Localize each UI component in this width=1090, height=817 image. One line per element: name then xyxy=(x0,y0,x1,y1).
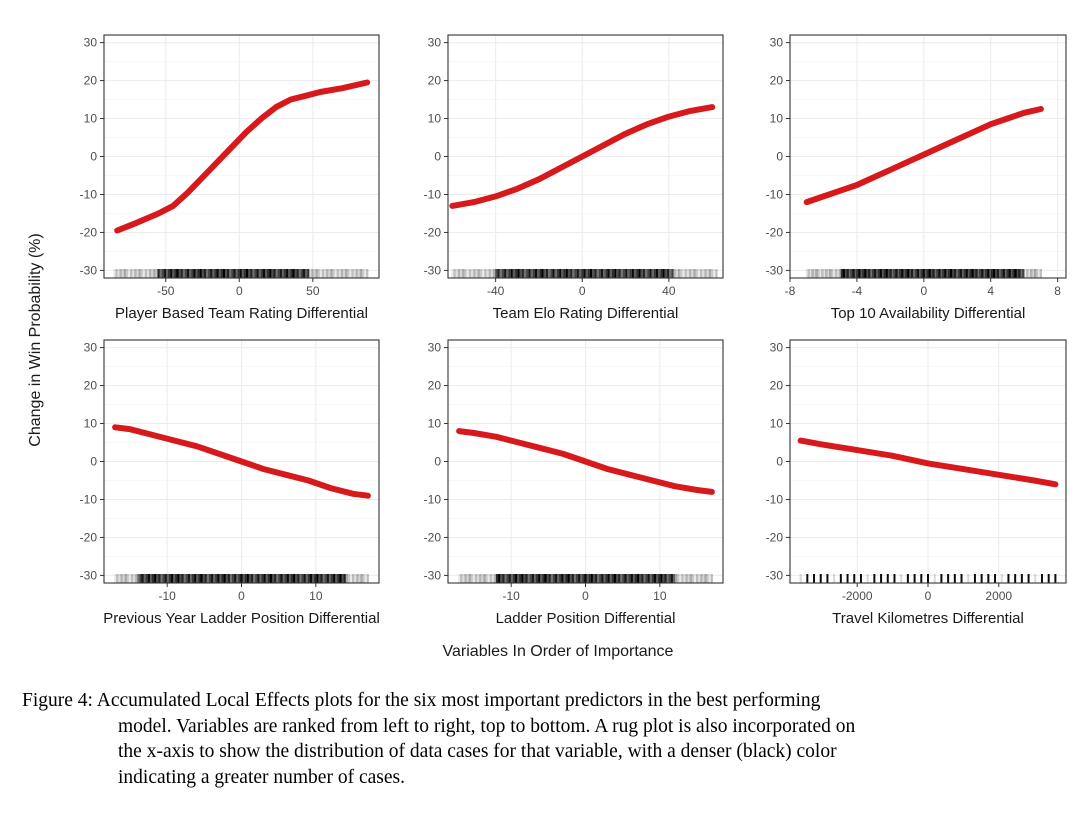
y-tick-label: -20 xyxy=(424,530,442,544)
y-tick-label: -30 xyxy=(766,263,784,277)
y-tick-label: -10 xyxy=(80,187,98,201)
x-tick-label: 50 xyxy=(306,284,320,298)
ale-panel: -30 -20 -10 0 10 20 30 -2000 0 2000 Travel Kilomet… xyxy=(766,339,1067,627)
x-axis-label: Ladder Position Differential xyxy=(496,610,676,627)
y-tick-label: 10 xyxy=(84,417,98,431)
y-tick-label: 0 xyxy=(776,150,783,164)
x-tick-label: 0 xyxy=(236,284,243,298)
x-tick-label: 0 xyxy=(925,589,932,603)
y-tick-label: 0 xyxy=(434,150,441,164)
x-axis-label: Travel Kilometres Differential xyxy=(832,610,1024,627)
y-tick-label: 30 xyxy=(428,341,442,355)
x-tick-label: -8 xyxy=(785,284,796,298)
ale-panel: -30 -20 -10 0 10 20 30 -40 0 40 Team Elo Rating Di… xyxy=(424,34,724,322)
y-tick-label: 20 xyxy=(428,74,442,88)
ale-curve xyxy=(456,428,715,495)
y-axis-title: Change in Win Probability (%) xyxy=(27,233,44,446)
y-tick-label: -10 xyxy=(80,492,98,506)
ale-curve xyxy=(449,104,716,209)
y-tick-label: 10 xyxy=(428,112,442,126)
y-tick-label: 0 xyxy=(90,150,97,164)
ale-curve xyxy=(114,79,371,234)
caption-line: model. Variables are ranked from left to… xyxy=(118,715,856,737)
x-axis-label: Player Based Team Rating Differential xyxy=(115,305,368,322)
x-axis-label: Top 10 Availability Differential xyxy=(831,305,1026,322)
ale-curve xyxy=(803,106,1044,206)
y-tick-label: 10 xyxy=(84,112,98,126)
y-tick-label: -20 xyxy=(80,225,98,239)
caption-line: Figure 4: Accumulated Local Effects plot… xyxy=(22,690,821,711)
ale-curve xyxy=(112,424,371,499)
y-tick-label: 10 xyxy=(770,417,784,431)
y-tick-label: -30 xyxy=(80,263,98,277)
x-tick-label: -4 xyxy=(852,284,863,298)
ale-curve xyxy=(797,437,1059,488)
y-tick-label: -20 xyxy=(80,530,98,544)
y-tick-label: 10 xyxy=(428,417,442,431)
y-tick-label: -10 xyxy=(766,492,784,506)
y-tick-label: 20 xyxy=(770,379,784,393)
x-tick-label: 0 xyxy=(582,589,589,603)
x-tick-label: -2000 xyxy=(842,589,873,603)
x-tick-label: 0 xyxy=(238,589,245,603)
ale-panel: -30 -20 -10 0 10 20 30 -50 0 50 Player Based Team … xyxy=(80,34,380,322)
y-tick-label: -10 xyxy=(766,187,784,201)
y-tick-label: 30 xyxy=(770,341,784,355)
panels: -30 -20 -10 0 10 20 30 -50 0 50 Player Based Team … xyxy=(80,34,1067,627)
y-tick-label: 20 xyxy=(770,74,784,88)
ale-panel: -30 -20 -10 0 10 20 30 -10 0 10 Ladder Position Di… xyxy=(424,339,724,627)
x-tick-label: -10 xyxy=(503,589,521,603)
y-tick-label: 20 xyxy=(428,379,442,393)
y-tick-label: -30 xyxy=(424,263,442,277)
y-tick-label: -10 xyxy=(424,187,442,201)
x-tick-label: -40 xyxy=(487,284,505,298)
y-tick-label: 0 xyxy=(776,455,783,469)
y-tick-label: -20 xyxy=(766,530,784,544)
y-tick-label: -30 xyxy=(80,568,98,582)
x-tick-label: -50 xyxy=(157,284,175,298)
figure-caption: Figure 4: Accumulated Local Effects plot… xyxy=(22,688,997,790)
y-tick-label: 0 xyxy=(434,455,441,469)
y-tick-label: -30 xyxy=(424,568,442,582)
x-axis-title: Variables In Order of Importance xyxy=(443,643,674,660)
x-tick-label: 40 xyxy=(662,284,676,298)
x-tick-label: 10 xyxy=(309,589,323,603)
x-tick-label: -10 xyxy=(159,589,177,603)
y-tick-label: -20 xyxy=(766,225,784,239)
y-tick-label: 30 xyxy=(84,36,98,50)
x-tick-label: 8 xyxy=(1054,284,1061,298)
y-tick-label: -20 xyxy=(424,225,442,239)
y-tick-label: 30 xyxy=(428,36,442,50)
caption-line: indicating a greater number of cases. xyxy=(118,766,405,788)
x-axis-label: Previous Year Ladder Position Differenti… xyxy=(103,610,380,627)
y-tick-label: 20 xyxy=(84,74,98,88)
x-tick-label: 0 xyxy=(920,284,927,298)
y-tick-label: 30 xyxy=(84,341,98,355)
x-tick-label: 10 xyxy=(653,589,667,603)
y-tick-label: 10 xyxy=(770,112,784,126)
y-tick-label: 30 xyxy=(770,36,784,50)
y-tick-label: -30 xyxy=(766,568,784,582)
x-tick-label: 0 xyxy=(579,284,586,298)
caption-line: the x-axis to show the distribution of d… xyxy=(118,741,837,762)
y-tick-label: -10 xyxy=(424,492,442,506)
ale-panel: -30 -20 -10 0 10 20 30 -8 -4 0 4 8 Top 10 Availabili… xyxy=(766,34,1067,322)
ale-panel: -30 -20 -10 0 10 20 30 -10 0 10 Previous Year Ladd… xyxy=(80,339,380,627)
y-tick-label: 20 xyxy=(84,379,98,393)
x-axis-label: Team Elo Rating Differential xyxy=(493,305,679,322)
x-tick-label: 2000 xyxy=(985,589,1012,603)
x-tick-label: 4 xyxy=(987,284,994,298)
y-tick-label: 0 xyxy=(90,455,97,469)
